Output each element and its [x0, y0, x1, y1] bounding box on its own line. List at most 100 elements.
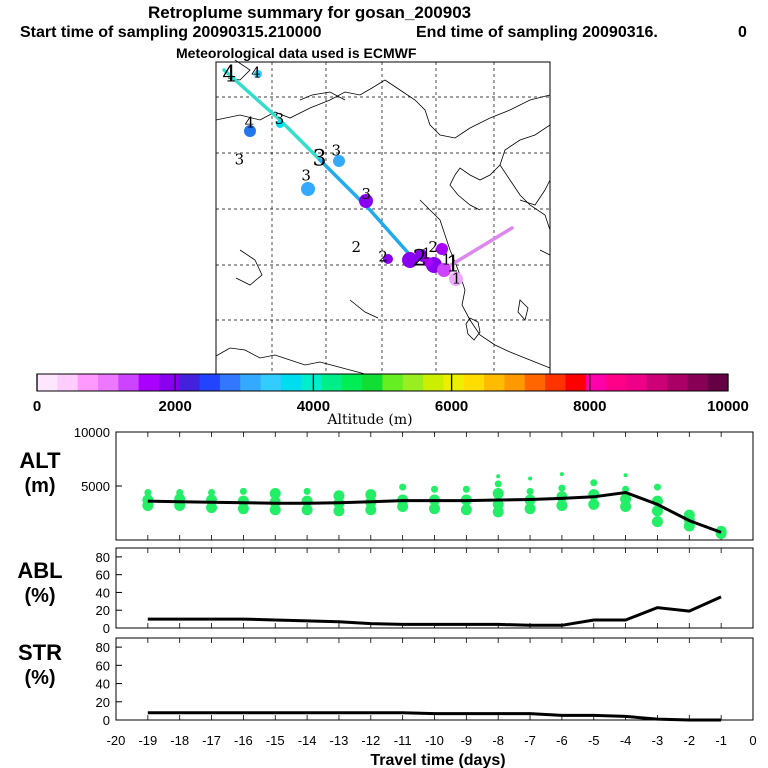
altitude-scatter-point	[431, 485, 438, 493]
altitude-scatter-point	[429, 503, 440, 515]
day-marker-label: 3	[313, 147, 327, 172]
altitude-scatter-point	[492, 488, 504, 500]
colorbar-swatch	[37, 374, 58, 391]
colorbar-swatch	[585, 374, 607, 391]
x-tick-label: -10	[425, 733, 444, 748]
altitude-scatter-point	[269, 488, 281, 500]
y-tick-label: 20	[96, 603, 110, 618]
colorbar-tick-label: 2000	[159, 398, 192, 415]
x-tick-label: -7	[524, 733, 536, 748]
colorbar-swatch	[77, 374, 99, 391]
day-marker-label: 4	[251, 63, 261, 81]
altitude-scatter-point	[651, 516, 663, 528]
median-line	[147, 490, 722, 534]
colorbar-swatch	[707, 374, 729, 391]
altitude-scatter-point	[653, 483, 661, 491]
colorbar-swatch	[545, 374, 566, 391]
altitude-scatter-point	[492, 498, 504, 510]
altitude-scatter-point	[492, 506, 504, 518]
y-tick-label: 40	[96, 585, 110, 600]
colorbar-swatch	[687, 374, 709, 391]
x-tick-label: -1	[715, 733, 727, 748]
plume-cluster-marker	[449, 272, 463, 286]
x-tick-label: -15	[266, 733, 285, 748]
colorbar-swatch	[606, 374, 627, 391]
plume-cluster-marker	[254, 70, 262, 78]
coastline	[539, 249, 551, 256]
coastline	[517, 299, 529, 321]
day-marker-label: 3	[362, 185, 372, 203]
colorbar-tick-label: 6000	[435, 398, 468, 415]
end-time-label: End time of sampling 20090316.	[416, 24, 658, 41]
altitude-scatter-point	[559, 472, 564, 477]
altitude-scatter-point	[237, 495, 249, 507]
altitude-scatter-point	[301, 504, 313, 516]
colorbar-swatch	[484, 374, 505, 391]
altitude-scatter-point	[556, 499, 568, 511]
y-tick-label: 5000	[81, 479, 110, 494]
colorbar-tick-label: 8000	[573, 398, 606, 415]
panel-alt: 5000 10000 ALT(m)	[19, 425, 754, 541]
altitude-scatter-point	[622, 485, 630, 493]
altitude-colorbar: 0 2000 4000 6000 8000 10000 Altitude (m)	[33, 373, 749, 428]
colorbar-tick-label: 10000	[707, 398, 749, 415]
colorbar-swatch	[341, 374, 363, 391]
y-tick-label: 80	[96, 550, 110, 565]
met-data-label: Meteorological data used is ECMWF	[176, 45, 417, 61]
trajectory-segment	[318, 158, 412, 257]
day-marker-label: 1	[452, 269, 462, 287]
panel-label: STR	[18, 640, 62, 665]
colorbar-swatch	[321, 374, 343, 391]
colorbar-swatch	[118, 374, 140, 391]
y-tick-label: 80	[96, 640, 110, 655]
altitude-scatter-point	[208, 488, 216, 496]
x-tick-label: -19	[138, 733, 157, 748]
x-tick-label: 0	[749, 733, 756, 748]
x-tick-label: -20	[107, 733, 126, 748]
altitude-scatter-point	[588, 498, 600, 510]
panel-unit: (%)	[24, 667, 55, 689]
panel-abl: 0 20 40 60 80 ABL(%)	[17, 547, 754, 636]
day-marker-label: 3	[331, 141, 341, 159]
altitude-scatter-point	[496, 474, 501, 479]
day-marker-label: 1	[422, 244, 432, 262]
x-tick-label: -13	[330, 733, 349, 748]
coastline	[349, 299, 379, 319]
colorbar-swatch	[199, 374, 221, 391]
y-tick-label: 10000	[74, 425, 110, 440]
coastline	[235, 249, 263, 286]
day-marker-label: 2	[378, 247, 388, 265]
panel-label: ABL	[17, 558, 62, 583]
plume-cluster-marker	[402, 252, 418, 268]
altitude-scatter-point	[333, 490, 345, 502]
y-tick-label: 60	[96, 658, 110, 673]
altitude-scatter-point	[462, 485, 470, 493]
colorbar-swatch	[646, 374, 668, 391]
plume-cluster-marker	[244, 125, 256, 137]
plume-cluster-marker	[437, 263, 451, 277]
coastline	[384, 79, 551, 139]
day-marker-label: 1	[446, 253, 460, 278]
altitude-scatter-point	[494, 480, 502, 488]
colorbar-swatch	[240, 374, 262, 391]
altitude-scatter-point	[239, 487, 247, 495]
colorbar-swatch	[260, 374, 282, 391]
day-marker-label: 3	[275, 110, 285, 128]
colorbar-swatch	[443, 374, 465, 391]
panel-frame	[115, 637, 754, 721]
colorbar-swatch	[179, 374, 201, 391]
altitude-scatter-point	[144, 488, 152, 496]
panel-frame	[115, 547, 754, 629]
colorbar-swatch	[565, 374, 587, 391]
colorbar-tick-label: 4000	[297, 398, 330, 415]
plume-cluster-marker	[436, 243, 448, 255]
x-tick-label: -17	[202, 733, 221, 748]
trajectory-segment	[444, 226, 514, 270]
time-series-panels: 500010000ALT(m)020406080ABL(%)020406080S…	[17, 425, 756, 768]
colorbar-swatch	[423, 374, 444, 391]
colorbar-swatch	[362, 374, 383, 391]
altitude-scatter-point	[620, 493, 632, 505]
altitude-scatter-point	[528, 476, 533, 481]
coastline	[519, 179, 551, 206]
